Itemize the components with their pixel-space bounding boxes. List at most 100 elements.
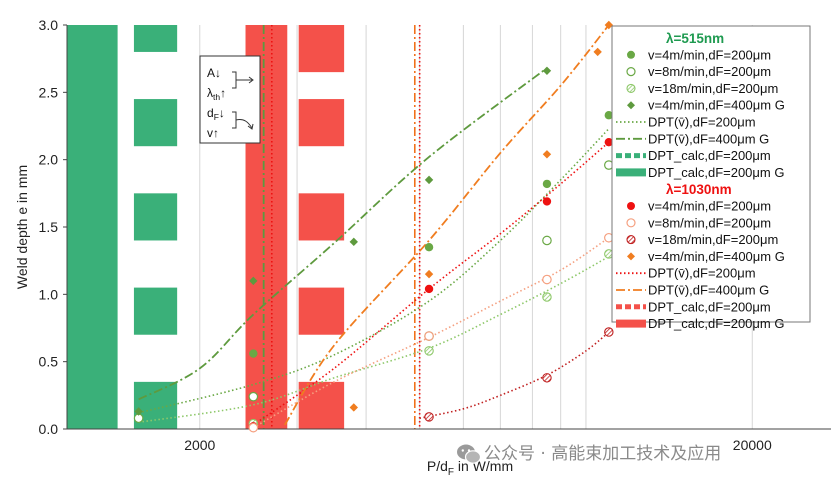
y-tick-label: 2.0: [39, 152, 59, 168]
axes-layer: 0.0 0.5 1.0 1.5 2.0 2.5 3.0 2000 20000 Weld depth…: [14, 17, 831, 478]
legend-label-5: DPT(v̄),dF=200μm: [648, 115, 756, 130]
legend-symbol-1: [627, 50, 635, 59]
legend: λ=515nmv=4m/min,dF=200μmv=8m/min,dF=200μ…: [611, 25, 811, 331]
legend-label-1: v=4m/min,dF=200μm: [648, 47, 771, 62]
legend-label-16: DPT_calc,dF=200μm: [648, 299, 771, 314]
legend-group-header-9: λ=1030nm: [666, 182, 732, 197]
threshold-layer: [262, 25, 421, 429]
points-layer: [133, 20, 614, 433]
legend-group-header-0: λ=515nm: [666, 31, 724, 46]
fit-curve-3: [283, 25, 610, 426]
annotation-line-0: A↓: [207, 66, 221, 80]
watermark-text: 公众号 · 高能束加工技术及应用: [484, 444, 721, 464]
legend-label-6: DPT(v̄),dF=400μm G: [648, 131, 769, 146]
legend-label-7: DPT_calc,dF=200μm: [648, 148, 771, 163]
legend-symbol-2: [626, 66, 636, 77]
legend-label-11: v=8m/min,dF=200μm: [648, 215, 771, 230]
band-515nm-1-seg-1: [133, 287, 178, 335]
band-515nm-0-seg-0: [67, 25, 118, 429]
annotation-bracket-bottom: [232, 111, 253, 129]
band-1030nm-3-seg-0: [298, 381, 345, 429]
x-tick-label: 20000: [733, 437, 772, 453]
data-point-s9-p0: [248, 422, 259, 433]
y-tick-label: 0.5: [39, 354, 59, 370]
annotation-arrowhead-top: [248, 76, 254, 84]
data-point-s2-p2: [542, 292, 552, 302]
curves-layer: [138, 25, 610, 429]
y-tick-label: 3.0: [39, 17, 59, 33]
legend-label-10: v=4m/min,dF=200μm: [648, 199, 771, 214]
data-point-s8-p2: [542, 197, 552, 206]
wechat-icon: [457, 444, 482, 464]
annotation-frame: [199, 55, 261, 144]
legend-symbol-8: [616, 168, 646, 177]
data-point-s11-p0: [349, 403, 358, 412]
legend-symbol-3: [626, 83, 636, 93]
annotation-bracket-top: [232, 71, 252, 89]
data-point-s2-p1: [424, 346, 434, 356]
data-point-s0-p3: [604, 111, 614, 120]
annotation-line-3: v↑: [207, 126, 219, 140]
band-1030nm-3-seg-1: [298, 287, 345, 335]
legend-label-2: v=8m/min,dF=200μm: [648, 64, 771, 79]
data-point-s3-p0: [134, 407, 143, 416]
y-tick-label: 2.5: [39, 84, 59, 100]
y-tick-label: 1.0: [39, 286, 59, 302]
data-point-s8-p1: [424, 284, 434, 294]
data-point-s3-p4: [542, 66, 552, 75]
legend-label-15: DPT(v̄),dF=400μm G: [648, 283, 769, 298]
data-point-s9-p2: [542, 274, 552, 285]
y-tick-label: 1.5: [39, 219, 59, 235]
x-tick-label: 2000: [184, 437, 215, 453]
data-point-s0-p2: [542, 179, 552, 189]
band-515nm-1-seg-3: [133, 99, 178, 147]
data-point-s9-p1: [424, 331, 434, 341]
data-point-s11-p2: [542, 150, 552, 159]
data-point-s11-p4: [604, 20, 614, 30]
legend-symbol-17: [616, 319, 646, 328]
data-point-s0-p0: [249, 349, 258, 358]
band-1030nm-3-seg-2: [298, 193, 345, 241]
fit-curve-1: [138, 67, 548, 401]
data-point-s10-p0: [424, 412, 434, 422]
legend-label-3: v=18m/min,dF=200μm: [648, 81, 778, 96]
legend-label-8: DPT_calc,dF=200μm G: [648, 165, 784, 180]
data-point-s0-p1: [424, 243, 434, 252]
fit-curve-2: [252, 141, 610, 426]
band-515nm-1-seg-4: [133, 25, 178, 52]
legend-symbol-12: [626, 235, 636, 245]
annotation-box: A↓ λth↑ dF↓ v↑: [199, 55, 261, 144]
data-point-s1-p3: [542, 235, 552, 246]
data-point-s10-p2: [604, 327, 614, 337]
y-axis-title: Weld depth e in mm: [14, 165, 30, 289]
annotation-line-2: dF↓: [207, 106, 225, 122]
y-tick-label: 0.0: [39, 421, 59, 437]
data-point-s3-p2: [349, 237, 358, 247]
legend-symbol-11: [626, 218, 636, 228]
data-point-s11-p1: [424, 269, 434, 279]
band-1030nm-3-seg-3: [298, 99, 345, 147]
annotation-arrowhead-bottom: [247, 123, 254, 130]
data-point-s3-p1: [249, 276, 258, 286]
data-point-s8-p3: [604, 137, 614, 147]
legend-label-14: DPT(v̄),dF=200μm: [648, 266, 756, 281]
annotation-line-1: λth↑: [207, 86, 226, 102]
legend-symbol-4: [627, 101, 635, 110]
legend-label-13: v=4m/min,dF=400μm G: [648, 249, 785, 264]
band-515nm-1-seg-2: [133, 193, 178, 241]
legend-label-17: DPT_calc,dF=200μm G: [648, 316, 784, 331]
fit-curve-5: [252, 237, 610, 429]
band-1030nm-3-seg-4: [298, 25, 345, 73]
watermark: 公众号 · 高能束加工技术及应用: [457, 444, 721, 464]
legend-label-12: v=18m/min,dF=200μm: [648, 232, 778, 247]
data-point-s10-p1: [542, 373, 552, 383]
fit-curve-0: [138, 128, 610, 414]
data-point-s3-p3: [424, 175, 434, 185]
legend-symbol-10: [627, 202, 635, 210]
fit-curve-6: [419, 331, 610, 420]
data-point-s11-p3: [593, 47, 602, 57]
legend-label-4: v=4m/min,dF=400μm G: [648, 98, 785, 113]
data-point-s1-p1: [248, 391, 259, 402]
legend-symbol-13: [627, 252, 635, 261]
